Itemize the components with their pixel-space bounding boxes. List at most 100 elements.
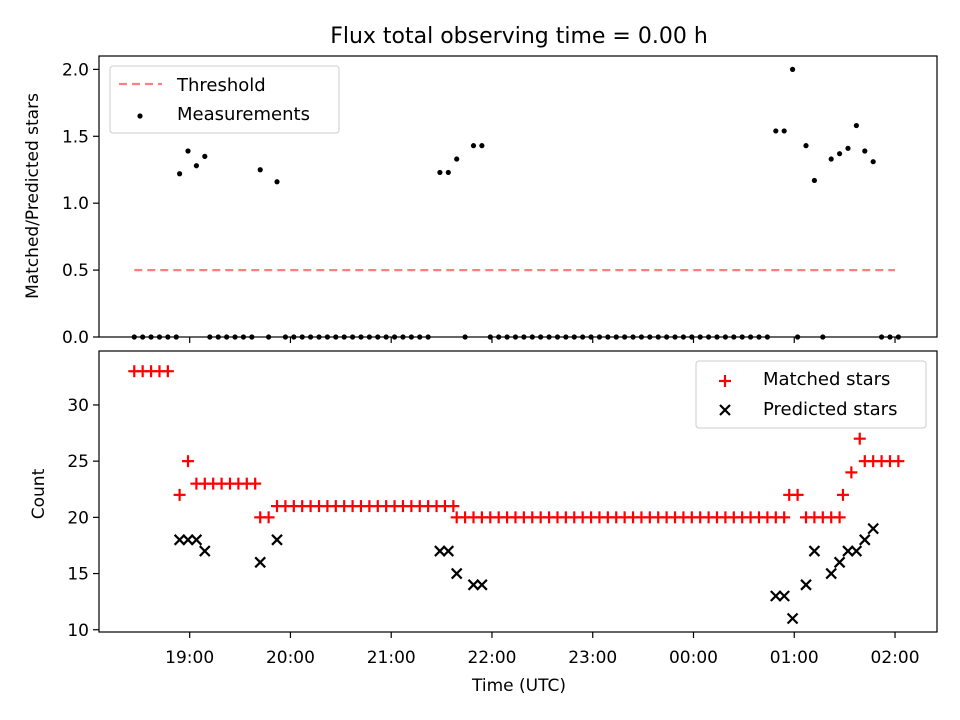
measurement-point [316, 334, 322, 340]
measurement-point [828, 156, 834, 162]
measurement-point [836, 151, 843, 157]
predicted-star-point [808, 545, 821, 557]
measurement-point [878, 334, 885, 340]
measurement-point [803, 143, 809, 149]
x-tick-label: 01:00 [770, 648, 819, 668]
x-tick-label: 20:00 [266, 648, 315, 668]
measurement-point [375, 334, 381, 340]
measurement-point [845, 145, 851, 151]
measurement-point [257, 167, 263, 173]
bottom-y-tick-label: 25 [67, 452, 89, 472]
legend-matched-swatch [719, 375, 731, 387]
measurement-point [714, 334, 720, 340]
measurement-point [731, 334, 737, 340]
measurement-point [722, 334, 729, 340]
measurement-point [747, 334, 754, 340]
matched-star-point [836, 488, 849, 501]
legend-measurements-swatch [137, 113, 143, 119]
measurement-point [664, 334, 670, 340]
bottom-data-marks [128, 365, 905, 625]
bottom-legend-box [695, 360, 927, 429]
predicted-star-point [825, 567, 837, 580]
predicted-star-point [467, 579, 480, 591]
x-tick-label: 00:00 [669, 648, 718, 668]
measurement-point [739, 334, 745, 340]
matched-star-point [791, 488, 804, 501]
x-tick-label: 22:00 [467, 648, 516, 668]
measurement-point [408, 334, 414, 340]
predicted-star-point [450, 567, 463, 580]
measurement-point [173, 334, 179, 340]
measurement-point [773, 128, 779, 134]
predicted-star-point [173, 534, 186, 546]
measurement-point [588, 334, 594, 340]
measurement-point [148, 334, 154, 340]
top-data-marks [131, 66, 901, 340]
top-y-tick-label: 2.0 [62, 60, 89, 80]
measurement-point [622, 334, 628, 340]
matched-star-point [173, 488, 186, 501]
matched-star-point [182, 455, 195, 468]
measurement-point [333, 334, 339, 340]
matched-star-point [778, 511, 791, 524]
measurement-point [291, 334, 297, 340]
measurement-point [672, 334, 678, 340]
measurement-point [870, 159, 876, 165]
measurement-point [358, 334, 364, 340]
measurement-point [479, 143, 485, 149]
measurement-point [232, 334, 238, 340]
bottom-axis-ticks: 10 15 20 25 30 19:00 20:00 21:00 22:00 23:00 00:00… [67, 396, 919, 668]
measurement-point [240, 334, 247, 340]
measurement-point [307, 334, 314, 340]
measurement-point [383, 334, 389, 340]
matched-star-point [161, 365, 174, 378]
measurement-point [274, 179, 280, 185]
measurement-point [366, 334, 372, 340]
measurement-point [140, 334, 146, 340]
matched-star-point [892, 455, 905, 468]
measurement-point [282, 334, 289, 340]
measurement-point [887, 334, 893, 340]
measurement-point [224, 334, 230, 340]
measurement-point [185, 148, 191, 154]
measurement-point [496, 334, 502, 340]
matched-star-point [845, 466, 858, 479]
top-y-tick-label: 0.0 [62, 328, 89, 348]
legend-predicted-swatch [719, 404, 731, 416]
measurement-point [193, 163, 200, 169]
bottom-y-tick-label: 30 [67, 396, 89, 416]
measurement-point [504, 334, 510, 340]
measurement-point [341, 334, 347, 340]
matched-star-point [262, 511, 275, 524]
predicted-star-point [442, 545, 455, 557]
measurement-point [417, 334, 423, 340]
measurement-point [764, 334, 770, 340]
measurement-point [820, 334, 826, 340]
bottom-y-axis-label: Count [29, 468, 49, 519]
matched-star-point [833, 511, 846, 524]
x-axis-label: Time (UTC) [471, 676, 566, 696]
top-legend: Threshold Measurements [109, 65, 340, 134]
predicted-star-point [800, 579, 812, 591]
measurement-point [207, 334, 213, 340]
predicted-star-point [271, 534, 283, 546]
bottom-y-tick-label: 15 [67, 565, 89, 585]
measurement-point [470, 143, 477, 149]
predicted-star-point [254, 556, 266, 569]
measurement-point [895, 334, 901, 340]
measurement-point [425, 334, 431, 340]
legend-threshold-label: Threshold [176, 75, 266, 96]
legend-predicted-label: Predicted stars [763, 399, 897, 420]
measurement-point [177, 171, 183, 177]
bottom-plot-area [98, 350, 938, 633]
measurement-point [756, 334, 762, 340]
predicted-star-point [850, 545, 863, 557]
measurement-point [266, 334, 272, 340]
measurement-point [563, 334, 569, 340]
measurement-point [795, 334, 801, 340]
measurement-point [853, 122, 859, 129]
measurement-point [391, 334, 398, 340]
measurement-point [349, 334, 356, 340]
x-tick-label: 19:00 [165, 648, 214, 668]
x-tick-label: 23:00 [568, 648, 617, 668]
